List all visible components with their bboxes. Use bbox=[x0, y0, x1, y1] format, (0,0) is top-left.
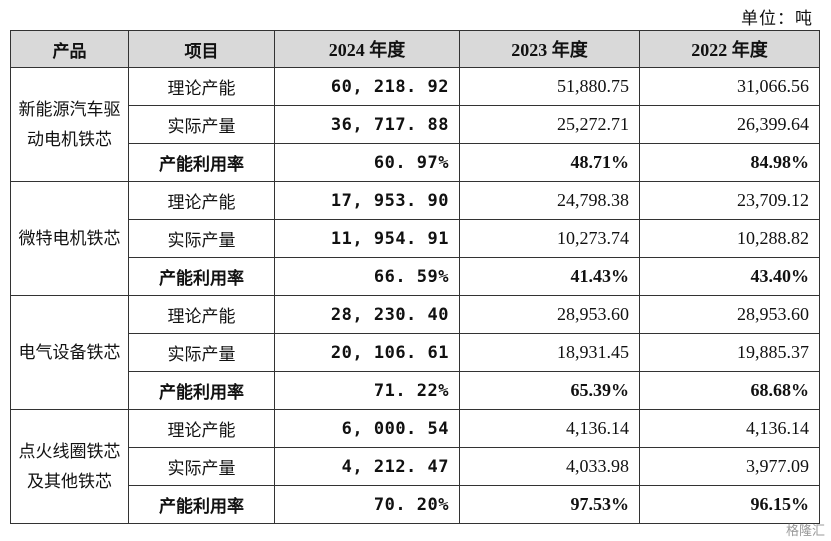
item-cell: 实际产量 bbox=[128, 447, 275, 486]
value-2023: 97.53% bbox=[459, 485, 640, 524]
value-2022: 68.68% bbox=[639, 371, 820, 410]
table-row: 实际产量 20, 106. 61 18,931.45 19,885.37 bbox=[11, 333, 820, 372]
table-row: 电气设备铁芯 理论产能 28, 230. 40 28,953.60 28,953… bbox=[10, 295, 820, 410]
value-2022: 28,953.60 bbox=[639, 295, 820, 334]
header-item: 项目 bbox=[128, 30, 275, 68]
header-row: 产品 项目 2024 年度 2023 年度 2022 年度 bbox=[10, 30, 820, 68]
value-2023: 4,136.14 bbox=[459, 409, 640, 448]
table-row: 新能源汽车驱动电机铁芯 理论产能 60, 218. 92 51,880.75 3… bbox=[10, 67, 820, 182]
value-2023: 10,273.74 bbox=[459, 219, 640, 258]
value-2023: 48.71% bbox=[459, 143, 640, 182]
value-2024: 36, 717. 88 bbox=[274, 105, 460, 144]
product-cell: 点火线圈铁芯及其他铁芯 bbox=[10, 409, 129, 524]
item-cell: 产能利用率 bbox=[128, 371, 275, 410]
value-2024: 6, 000. 54 bbox=[274, 409, 460, 448]
table-row: 实际产量 36, 717. 88 25,272.71 26,399.64 bbox=[11, 105, 820, 144]
value-2023: 24,798.38 bbox=[459, 181, 640, 220]
value-2022: 96.15% bbox=[639, 485, 820, 524]
value-2023: 18,931.45 bbox=[459, 333, 640, 372]
value-2024: 70. 20% bbox=[274, 485, 460, 524]
item-cell: 实际产量 bbox=[128, 105, 275, 144]
item-cell: 理论产能 bbox=[128, 67, 275, 106]
header-2024: 2024 年度 bbox=[274, 30, 460, 68]
item-cell: 产能利用率 bbox=[128, 257, 275, 296]
table-row: 点火线圈铁芯及其他铁芯 理论产能 6, 000. 54 4,136.14 4,1… bbox=[10, 409, 820, 524]
value-2024: 20, 106. 61 bbox=[274, 333, 460, 372]
value-2022: 23,709.12 bbox=[639, 181, 820, 220]
header-2022: 2022 年度 bbox=[639, 30, 820, 68]
capacity-table: 产品 项目 2024 年度 2023 年度 2022 年度 新能源汽车驱动电机铁… bbox=[10, 30, 820, 524]
value-2024: 71. 22% bbox=[274, 371, 460, 410]
value-2022: 3,977.09 bbox=[639, 447, 820, 486]
value-2023: 25,272.71 bbox=[459, 105, 640, 144]
product-cell: 新能源汽车驱动电机铁芯 bbox=[10, 67, 129, 182]
value-2024: 66. 59% bbox=[274, 257, 460, 296]
table-row: 产能利用率 70. 20% 97.53% 96.15% bbox=[11, 485, 820, 524]
item-cell: 产能利用率 bbox=[128, 143, 275, 182]
item-cell: 理论产能 bbox=[128, 409, 275, 448]
value-2023: 51,880.75 bbox=[459, 67, 640, 106]
value-2022: 10,288.82 bbox=[639, 219, 820, 258]
table-row: 实际产量 11, 954. 91 10,273.74 10,288.82 bbox=[11, 219, 820, 258]
item-cell: 产能利用率 bbox=[128, 485, 275, 524]
value-2022: 26,399.64 bbox=[639, 105, 820, 144]
watermark: 格隆汇 bbox=[785, 524, 825, 539]
header-2023: 2023 年度 bbox=[459, 30, 640, 68]
value-2024: 4, 212. 47 bbox=[274, 447, 460, 486]
table-row: 实际产量 4, 212. 47 4,033.98 3,977.09 bbox=[11, 447, 820, 486]
item-cell: 实际产量 bbox=[128, 219, 275, 258]
product-cell: 电气设备铁芯 bbox=[10, 295, 129, 410]
header-product: 产品 bbox=[10, 30, 129, 68]
value-2022: 43.40% bbox=[639, 257, 820, 296]
value-2022: 84.98% bbox=[639, 143, 820, 182]
value-2023: 28,953.60 bbox=[459, 295, 640, 334]
value-2024: 17, 953. 90 bbox=[274, 181, 460, 220]
value-2022: 19,885.37 bbox=[639, 333, 820, 372]
value-2023: 4,033.98 bbox=[459, 447, 640, 486]
item-cell: 理论产能 bbox=[128, 295, 275, 334]
table-row: 产能利用率 66. 59% 41.43% 43.40% bbox=[11, 257, 820, 296]
table-row: 产能利用率 71. 22% 65.39% 68.68% bbox=[11, 371, 820, 410]
value-2022: 4,136.14 bbox=[639, 409, 820, 448]
value-2023: 65.39% bbox=[459, 371, 640, 410]
table-row: 产能利用率 60. 97% 48.71% 84.98% bbox=[11, 143, 820, 182]
value-2024: 60, 218. 92 bbox=[274, 67, 460, 106]
product-cell: 微特电机铁芯 bbox=[10, 181, 129, 296]
value-2024: 60. 97% bbox=[274, 143, 460, 182]
table-row: 微特电机铁芯 理论产能 17, 953. 90 24,798.38 23,709… bbox=[10, 181, 820, 296]
value-2024: 11, 954. 91 bbox=[274, 219, 460, 258]
item-cell: 理论产能 bbox=[128, 181, 275, 220]
item-cell: 实际产量 bbox=[128, 333, 275, 372]
value-2024: 28, 230. 40 bbox=[274, 295, 460, 334]
value-2023: 41.43% bbox=[459, 257, 640, 296]
unit-label: 单位：吨 bbox=[741, 9, 813, 29]
value-2022: 31,066.56 bbox=[639, 67, 820, 106]
